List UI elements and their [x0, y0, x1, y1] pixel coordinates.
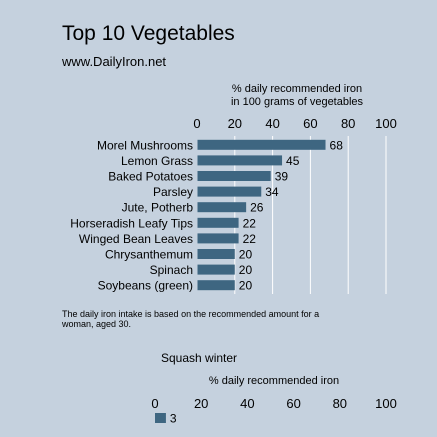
bar	[197, 171, 271, 181]
bar	[197, 155, 283, 166]
bar	[197, 217, 239, 228]
x-tick-label: 0	[193, 116, 200, 131]
second-x-tick-label: 80	[333, 396, 347, 411]
x-axis-label: % daily recommended iron	[232, 83, 362, 95]
data-label: 45	[286, 154, 300, 168]
bar	[197, 186, 262, 197]
second-x-tick-label: 100	[375, 396, 397, 411]
category-label: Soybeans (green)	[98, 279, 193, 293]
bar	[197, 202, 247, 213]
bar	[197, 249, 235, 259]
x-tick-label: 80	[341, 116, 355, 131]
x-tick-label: 60	[303, 116, 317, 131]
second-x-tick-label: 0	[151, 396, 158, 411]
data-label: 20	[239, 263, 253, 277]
second-bar	[155, 413, 166, 423]
x-axis-label: in 100 grams of vegetables	[231, 96, 364, 108]
second-x-tick-label: 60	[286, 396, 300, 411]
data-label: 39	[275, 170, 289, 184]
data-label: 20	[239, 248, 253, 262]
bar	[197, 233, 239, 244]
second-chart-title: Squash winter	[161, 351, 237, 365]
category-label: Horseradish Leafy Tips	[70, 216, 193, 230]
x-tick-label: 40	[265, 116, 279, 131]
category-label: Parsley	[153, 185, 193, 199]
footnote: The daily iron intake is based on the re…	[62, 309, 320, 329]
source-link[interactable]: www.DailyIron.net	[62, 54, 167, 69]
second-x-tick-label: 40	[240, 396, 254, 411]
data-label: 22	[243, 216, 257, 230]
data-label: 26	[250, 201, 264, 215]
category-label: Winged Bean Leaves	[79, 232, 193, 246]
bar	[197, 139, 326, 150]
category-label: Spinach	[150, 263, 193, 277]
x-tick-label: 20	[228, 116, 242, 131]
data-label: 68	[330, 138, 344, 152]
data-label: 22	[243, 232, 257, 246]
second-data-label: 3	[170, 412, 177, 426]
second-x-tick-label: 20	[194, 396, 208, 411]
category-label: Chrysanthemum	[105, 248, 193, 262]
data-label: 34	[265, 185, 279, 199]
x-tick-label: 100	[375, 116, 397, 131]
second-x-axis-label: % daily recommended iron	[209, 375, 339, 387]
category-label: Baked Potatoes	[108, 170, 193, 184]
chart-title: Top 10 Vegetables	[62, 22, 235, 45]
bar	[197, 264, 235, 275]
category-label: Lemon Grass	[121, 154, 193, 168]
bar	[197, 280, 235, 291]
data-label: 20	[239, 279, 253, 293]
category-label: Jute, Potherb	[122, 201, 194, 215]
category-label: Morel Mushrooms	[97, 138, 193, 152]
